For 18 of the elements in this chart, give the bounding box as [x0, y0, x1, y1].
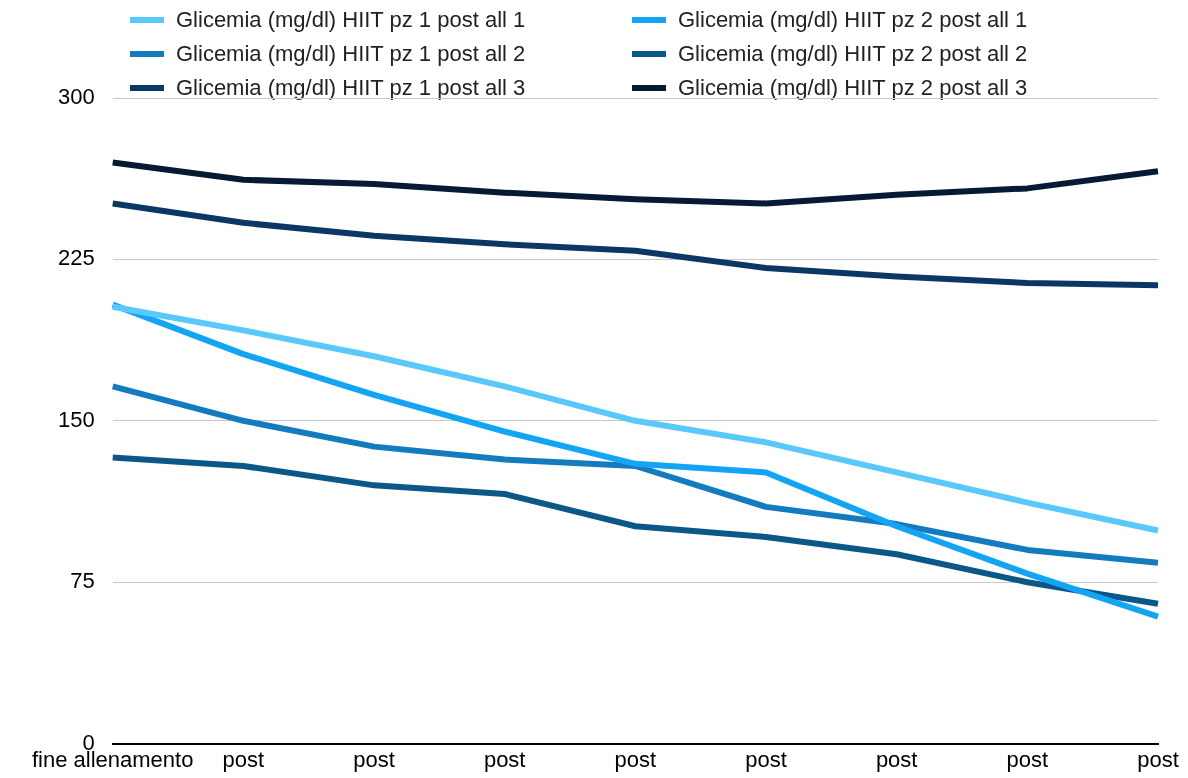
- legend-label: Glicemia (mg/dl) HIIT pz 2 post all 1: [678, 7, 1028, 33]
- x-tick-label: post: [1006, 746, 1049, 772]
- y-tick-label: 225: [57, 245, 95, 271]
- x-tick-label: post: [614, 746, 657, 772]
- y-tick-label: 300: [57, 84, 95, 110]
- y-tick-label: 75: [70, 568, 95, 594]
- x-tick-label: post: [875, 746, 918, 772]
- y-tick-label: 150: [57, 406, 95, 432]
- legend-label: Glicemia (mg/dl) HIIT pz 1 post all 1: [176, 7, 526, 33]
- x-tick-label: post: [745, 746, 787, 772]
- legend-label: Glicemia (mg/dl) HIIT pz 1 post all 3: [176, 75, 526, 101]
- x-tick-label: post: [222, 746, 265, 772]
- x-tick-label: post: [483, 746, 526, 772]
- x-tick-label: post: [353, 746, 395, 772]
- x-tick-label: post: [1137, 746, 1179, 772]
- legend-label: Glicemia (mg/dl) HIIT pz 2 post all 3: [678, 75, 1028, 101]
- legend-label: Glicemia (mg/dl) HIIT pz 2 post all 2: [678, 41, 1028, 67]
- legend-label: Glicemia (mg/dl) HIIT pz 1 post all 2: [176, 41, 526, 67]
